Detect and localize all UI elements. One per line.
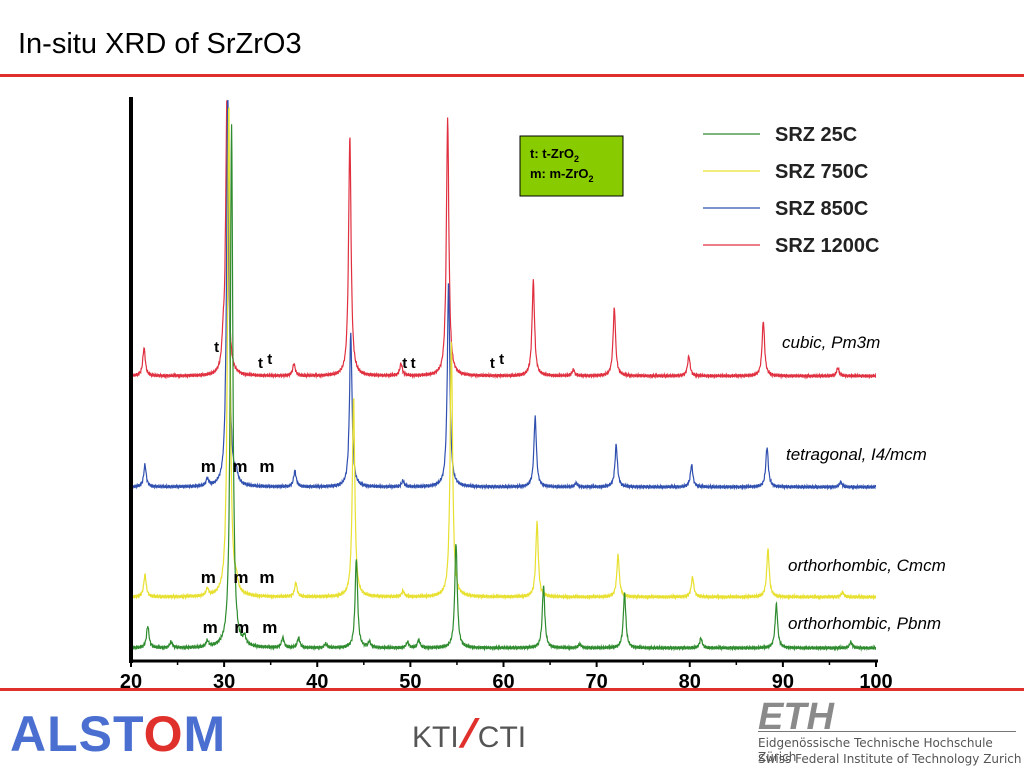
annotation-t: t [258,355,263,372]
annotation-m: m [234,618,249,637]
phase-label-srz-25c: orthorhombic, Pbnm [788,614,941,633]
trace-srz-25c [131,124,876,652]
annotation-m: m [201,568,216,587]
annotation-t: t [402,355,407,372]
annotation-m: m [262,618,277,637]
x-tick-label-80: 80 [679,671,701,690]
x-tick-label-50: 50 [399,671,421,690]
annotation-m: m [203,618,218,637]
trace-srz-750c [131,107,876,601]
legend-label-3: SRZ 1200C [775,235,880,257]
title-divider [0,74,1024,77]
legend-label-0: SRZ 25C [775,124,857,146]
annotation-t: t [214,339,219,356]
annotation-t: t [499,351,504,368]
eth-logo: ETH [758,696,834,738]
x-tick-label-90: 90 [772,671,794,690]
phase-key-box [519,135,624,197]
phase-label-srz-850c: tetragonal, I4/mcm [786,445,927,464]
x-tick-label-30: 30 [213,671,235,690]
x-tick-label-70: 70 [586,671,608,690]
x-tick-label-60: 60 [492,671,514,690]
x-tick-label-20: 20 [120,671,142,690]
phase-label-srz-750c: orthorhombic, Cmcm [788,556,946,575]
annotation-m: m [232,457,247,476]
phase-label-srz-1200c: cubic, Pm3m [782,333,880,352]
trace-srz-1200c [131,100,876,380]
eth-divider [758,731,1016,732]
trace-srz-850c [131,100,876,491]
x-tick-label-40: 40 [306,671,328,690]
phase-key-t: t: t-ZrO2 [530,146,579,164]
kti-cti-logo: KTI/CTI [412,712,527,756]
alstom-logo: ALSTOM [10,706,227,762]
annotation-m: m [233,568,248,587]
annotation-t: t [490,355,495,372]
eth-name-english: Swiss Federal Institute of Technology Zu… [758,752,1022,766]
annotation-m: m [201,457,216,476]
footer-divider [0,688,1024,691]
x-tick-label-100: 100 [859,671,892,690]
annotation-m: m [259,568,274,587]
phase-key-m: m: m-ZrO2 [530,166,594,184]
annotation-t: t [411,355,416,372]
annotation-t: t [267,351,272,368]
annotation-m: m [259,457,274,476]
eth-name-german: Eidgenössische Technische Hochschule Zür… [758,736,993,764]
xrd-chart: cubic, Pm3m tetragonal, I4/mcm orthorhombi… [120,97,946,690]
legend-label-2: SRZ 850C [775,198,868,220]
legend-label-1: SRZ 750C [775,161,868,183]
slide-title: In-situ XRD of SrZrO3 [18,28,302,60]
